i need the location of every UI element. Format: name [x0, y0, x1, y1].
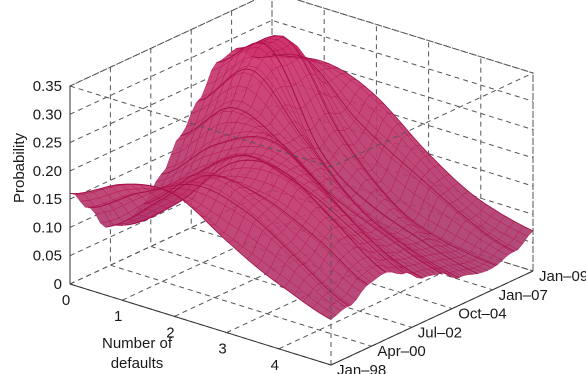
surface-layer [69, 35, 534, 320]
z-tick-label-2: 0.10 [33, 219, 62, 236]
surface-curve-11 [271, 53, 534, 232]
grid-line-z-3 [69, 104, 534, 200]
grid-line-z-5 [69, 48, 534, 144]
z-tick-label-1: 0.05 [33, 248, 62, 265]
z-tick-label-5: 0.25 [33, 135, 62, 152]
grid-line-x-2 [174, 24, 377, 317]
date-tick-label-1: Apr–00 [377, 343, 425, 360]
grid-line-z-7 [69, 0, 534, 87]
z-tick-label-7: 0.35 [33, 78, 62, 95]
date-tick-label-0: Jan–98 [337, 362, 386, 374]
grid-line-z-6 [69, 19, 534, 115]
surface-curve-3 [125, 159, 387, 273]
z-tick-label-3: 0.15 [33, 191, 62, 208]
x-tick-label-2: 2 [166, 324, 174, 341]
date-axis-line [330, 270, 534, 366]
x-tick-label-4: 4 [271, 357, 279, 374]
z-axis-title: Probability [11, 132, 28, 203]
grid-line-z-4 [69, 76, 534, 172]
frame-layer [68, 0, 535, 366]
date-tick-label-3: Oct–04 [458, 306, 506, 323]
surface-curve-9 [235, 35, 497, 267]
surface-curve-2 [106, 174, 368, 286]
surface-curve-10 [253, 53, 515, 252]
top-frame [68, 0, 535, 168]
label-layer: 00.050.100.150.200.250.300.35012345Jan–9… [33, 78, 586, 374]
grid-line-x-3 [226, 40, 430, 334]
z-tick-label-0: 0 [54, 276, 62, 293]
x-tick-label-0: 0 [62, 292, 70, 309]
surface-curve-0 [69, 183, 332, 320]
surface-curve-6 [180, 107, 442, 274]
x-tick-label-1: 1 [114, 308, 122, 325]
x-axis-line [69, 283, 332, 366]
z-tick-label-6: 0.30 [33, 106, 62, 123]
surface-curve-7 [198, 68, 460, 279]
surface-curve-8 [216, 42, 479, 275]
date-tick-label-5: Jan–09 [539, 268, 586, 285]
date-tick-label-4: Jan–07 [499, 287, 548, 304]
surface-curve-1 [88, 183, 350, 307]
grid-line-y-1 [109, 67, 372, 347]
surface-curve-5 [161, 136, 424, 279]
x-tick-label-3: 3 [218, 341, 226, 358]
x-axis-title-line1: Number of [102, 335, 173, 352]
x-axis-title-line2: defaults [111, 355, 164, 372]
surface-curve-4 [143, 155, 405, 274]
grid-line-x-4 [278, 56, 482, 350]
date-tick-label-2: Jul–02 [418, 324, 462, 341]
z-tick-label-4: 0.20 [33, 163, 62, 180]
grid-line-z-1 [69, 161, 534, 257]
